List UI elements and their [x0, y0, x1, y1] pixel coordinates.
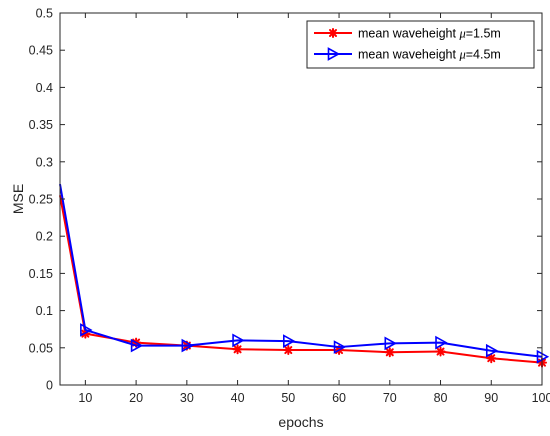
- y-tick-label: 0.2: [36, 230, 53, 244]
- legend-label: mean waveheight μ=1.5m: [358, 27, 501, 41]
- data-point-triangle: [435, 335, 448, 350]
- legend-label: mean waveheight μ=4.5m: [358, 48, 501, 62]
- x-tick-label: 20: [129, 391, 143, 405]
- y-tick-label: 0: [46, 379, 53, 393]
- tick-marks: [60, 12, 543, 386]
- x-tick-label: 30: [180, 391, 194, 405]
- x-tick-label: 80: [434, 391, 448, 405]
- y-tick-label: 0.4: [36, 81, 53, 95]
- data-point-asterisk: [486, 353, 497, 364]
- y-tick-label: 0.25: [29, 193, 53, 207]
- data-point-asterisk: [435, 346, 446, 357]
- x-tick-label: 90: [484, 391, 498, 405]
- data-point-asterisk: [328, 28, 338, 38]
- data-point-triangle: [327, 47, 341, 61]
- x-tick-label: 70: [383, 391, 397, 405]
- x-tick-label: 60: [332, 391, 346, 405]
- y-tick-label: 0.1: [36, 304, 53, 318]
- x-tick-label: 100: [532, 391, 550, 405]
- y-tick-label: 0.45: [29, 44, 53, 58]
- data-point-triangle: [130, 338, 144, 353]
- y-axis-label: MSE: [10, 184, 26, 214]
- x-tick-label: 10: [78, 391, 92, 405]
- data-point-asterisk: [232, 344, 243, 355]
- data-point-triangle: [232, 333, 245, 348]
- y-tick-label: 0.3: [36, 155, 53, 169]
- y-tick-label: 0.5: [36, 7, 53, 21]
- y-tick-label: 0.15: [29, 267, 53, 281]
- series-2: [59, 183, 550, 364]
- data-point-triangle: [181, 338, 195, 353]
- y-tick-label: 0.05: [29, 341, 53, 355]
- data-point-triangle: [333, 340, 347, 354]
- plot-area: [60, 13, 542, 385]
- data-point-triangle: [80, 323, 93, 337]
- legend: mean waveheight μ=1.5m mean waveheight μ=…: [306, 20, 535, 69]
- data-point-triangle: [283, 334, 296, 348]
- y-tick-label: 0.35: [29, 118, 53, 132]
- series-line: [59, 183, 543, 358]
- data-point-asterisk: [384, 347, 395, 358]
- data-point-asterisk: [283, 345, 294, 356]
- data-point-triangle: [384, 336, 397, 351]
- x-tick-label: 40: [231, 391, 245, 405]
- x-tick-label: 50: [281, 391, 295, 405]
- legend-entry-2: mean waveheight μ=4.5m: [314, 47, 501, 62]
- data-point-triangle: [485, 343, 499, 358]
- x-axis-label: epochs: [278, 414, 323, 430]
- legend-entries: mean waveheight μ=1.5m mean waveheight μ=…: [314, 27, 501, 62]
- legend-box: [306, 20, 535, 69]
- legend-entry-1: mean waveheight μ=1.5m: [314, 27, 501, 41]
- tick-labels: 10 20 30 40 50 60 70 80 90 100 0 0.05 0.1 0.15 0.2 0.25…: [29, 7, 550, 406]
